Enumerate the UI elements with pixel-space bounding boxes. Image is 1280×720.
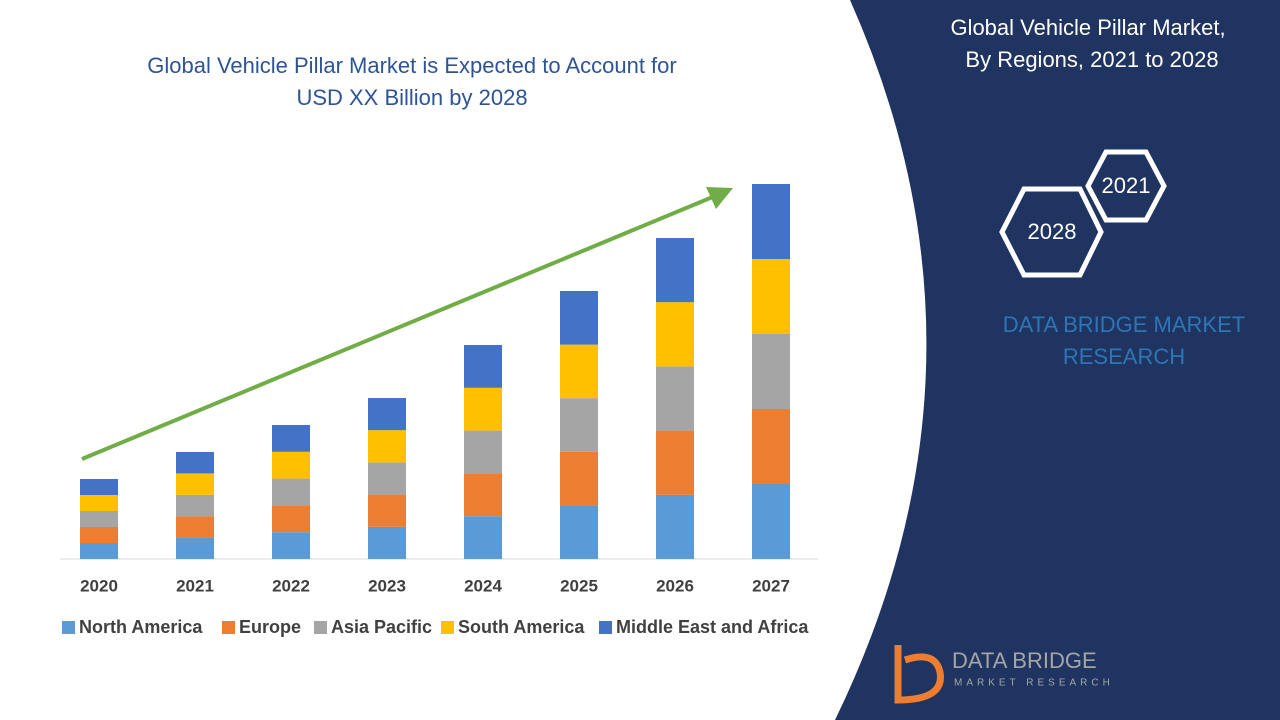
chart-title: USD XX Billion by 2028 <box>296 85 527 110</box>
hexagon-label: 2021 <box>1102 173 1151 198</box>
bar-segment <box>272 451 310 479</box>
x-tick-label: 2022 <box>272 576 310 595</box>
legend-label: South America <box>458 617 585 637</box>
logo-text: DATA BRIDGE <box>952 648 1097 673</box>
bar-segment <box>752 484 790 559</box>
bar-segment <box>752 409 790 484</box>
logo-icon <box>894 645 944 704</box>
bar-segment <box>464 345 502 388</box>
bar-segment <box>656 366 694 431</box>
bar-segment <box>752 184 790 259</box>
brand-text: RESEARCH <box>1063 344 1185 369</box>
bar-segment <box>368 462 406 495</box>
side-panel <box>835 0 1280 720</box>
bar-segment <box>464 387 502 431</box>
bar-segment <box>560 505 598 559</box>
bar-segment <box>80 527 118 543</box>
bar-segment <box>464 473 502 517</box>
bar-segment <box>464 430 502 474</box>
bar-segment <box>560 291 598 345</box>
logo-subtext: MARKET RESEARCH <box>954 678 1114 689</box>
bar-segment <box>176 473 214 495</box>
legend-label: North America <box>79 617 203 637</box>
bar-segment <box>560 451 598 506</box>
bar-segment <box>656 238 694 303</box>
bar-segment <box>656 494 694 559</box>
bar-segment <box>368 398 406 431</box>
x-tick-label: 2021 <box>176 576 214 595</box>
bar-segment <box>656 302 694 367</box>
bar-segment <box>176 516 214 538</box>
bar-segment <box>368 430 406 463</box>
bar-segment <box>272 425 310 452</box>
bar-segment <box>272 505 310 533</box>
x-tick-label: 2024 <box>464 576 502 595</box>
x-tick-label: 2023 <box>368 576 406 595</box>
legend-swatch <box>599 621 612 634</box>
legend-swatch <box>222 621 235 634</box>
bar-segment <box>80 479 118 495</box>
bar-segment <box>272 532 310 559</box>
bar-segment <box>272 478 310 506</box>
bar-segment <box>752 334 790 409</box>
bar-segment <box>752 259 790 334</box>
bar-segment <box>176 494 214 517</box>
hexagon <box>1085 149 1167 223</box>
x-tick-label: 2025 <box>560 576 598 595</box>
brand-text: DATA BRIDGE MARKET <box>1003 312 1245 337</box>
bar-segment <box>80 511 118 527</box>
hexagon-label: 2028 <box>1028 219 1077 244</box>
bar-segment <box>560 344 598 399</box>
legend-swatch <box>314 621 327 634</box>
x-tick-label: 2026 <box>656 576 694 595</box>
bar-segment <box>368 526 406 559</box>
bar-segment <box>80 495 118 511</box>
panel-title: By Regions, 2021 to 2028 <box>965 47 1218 72</box>
bar-segment <box>176 452 214 474</box>
x-tick-label: 2020 <box>80 576 118 595</box>
trend-arrowhead <box>706 187 733 209</box>
chart-title: Global Vehicle Pillar Market is Expected… <box>147 53 676 78</box>
legend-swatch <box>62 621 75 634</box>
bar-segment <box>464 516 502 559</box>
legend-label: Middle East and Africa <box>616 617 809 637</box>
bar-segment <box>176 537 214 559</box>
hexagon <box>999 186 1104 278</box>
bar-segment <box>368 494 406 527</box>
legend-label: Asia Pacific <box>331 617 432 637</box>
legend-swatch <box>441 621 454 634</box>
panel-title: Global Vehicle Pillar Market, <box>950 15 1225 40</box>
bar-segment <box>656 430 694 495</box>
trend-arrow <box>81 194 716 461</box>
legend-label: Europe <box>239 617 301 637</box>
x-tick-label: 2027 <box>752 576 790 595</box>
bar-segment <box>80 543 118 559</box>
bar-segment <box>560 398 598 452</box>
